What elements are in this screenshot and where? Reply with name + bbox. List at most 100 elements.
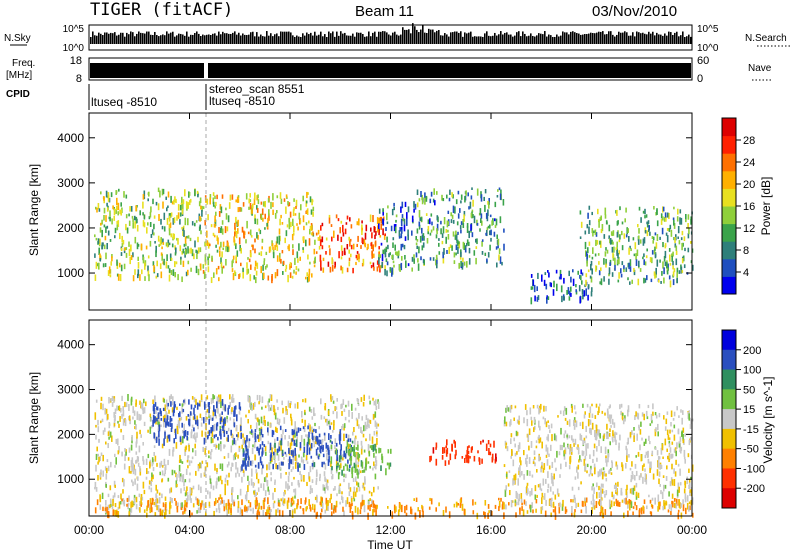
data-cell bbox=[233, 406, 236, 412]
data-cell bbox=[175, 198, 177, 204]
data-cell bbox=[461, 262, 464, 270]
data-cell bbox=[185, 416, 188, 421]
data-cell bbox=[291, 502, 294, 506]
data-cell bbox=[177, 502, 179, 507]
data-cell bbox=[355, 261, 357, 266]
data-cell bbox=[688, 501, 691, 505]
data-cell bbox=[258, 419, 260, 426]
nave-label: Nave bbox=[748, 63, 772, 74]
data-cell bbox=[130, 255, 133, 261]
data-cell bbox=[214, 223, 216, 228]
data-cell bbox=[586, 260, 588, 267]
data-cell bbox=[357, 507, 359, 515]
data-cell bbox=[591, 473, 593, 477]
data-cell bbox=[582, 450, 585, 455]
data-cell bbox=[375, 508, 377, 513]
x-tick-label: 00:00 bbox=[74, 523, 104, 537]
nsky-bar bbox=[606, 34, 608, 44]
data-cell bbox=[535, 440, 538, 443]
data-cell bbox=[635, 470, 638, 477]
data-cell bbox=[184, 431, 187, 435]
data-cell bbox=[261, 406, 263, 410]
data-cell bbox=[168, 215, 171, 222]
data-cell bbox=[113, 480, 116, 487]
data-cell bbox=[132, 218, 134, 223]
data-cell bbox=[95, 206, 97, 210]
data-cell bbox=[275, 509, 277, 517]
nsky-bar bbox=[394, 31, 396, 44]
data-cell bbox=[297, 499, 299, 506]
data-cell bbox=[373, 253, 375, 258]
colorbar-tick-label: 100 bbox=[743, 365, 761, 377]
colorbar-tick-label: -100 bbox=[743, 463, 765, 475]
data-cell bbox=[634, 501, 636, 506]
data-cell bbox=[220, 206, 223, 214]
data-cell bbox=[231, 260, 233, 268]
data-cell bbox=[606, 432, 608, 440]
data-cell bbox=[625, 445, 627, 451]
data-cell bbox=[182, 408, 185, 413]
data-cell bbox=[445, 445, 447, 449]
data-cell bbox=[483, 511, 485, 516]
nsky-bar bbox=[468, 32, 470, 44]
data-cell bbox=[305, 506, 307, 512]
data-cell bbox=[187, 260, 190, 265]
data-cell bbox=[461, 456, 464, 459]
data-cell bbox=[429, 232, 432, 236]
data-cell bbox=[247, 231, 250, 235]
nsky-bar bbox=[632, 32, 634, 44]
data-cell bbox=[363, 504, 366, 513]
data-cell bbox=[261, 441, 264, 446]
data-cell bbox=[599, 469, 601, 477]
data-cell bbox=[686, 495, 689, 502]
data-cell bbox=[115, 457, 117, 465]
data-cell bbox=[213, 444, 215, 447]
data-cell bbox=[107, 511, 109, 519]
data-cell bbox=[598, 270, 601, 276]
nsky-bar bbox=[630, 35, 632, 44]
data-cell bbox=[277, 454, 280, 461]
data-cell bbox=[364, 425, 367, 431]
data-cell bbox=[378, 257, 380, 265]
data-cell bbox=[604, 509, 607, 515]
colorbar-tick-label: 24 bbox=[743, 157, 755, 169]
data-cell bbox=[177, 204, 180, 211]
nsky-bar bbox=[512, 36, 514, 44]
data-cell bbox=[643, 237, 646, 244]
data-cell bbox=[567, 445, 570, 450]
data-cell bbox=[596, 457, 598, 462]
data-cell bbox=[165, 417, 167, 425]
data-cell bbox=[688, 227, 690, 235]
data-cell bbox=[483, 196, 485, 202]
data-cell bbox=[193, 397, 196, 403]
data-cell bbox=[354, 505, 357, 513]
data-cell bbox=[652, 236, 655, 241]
data-cell bbox=[305, 222, 308, 226]
data-cell bbox=[365, 438, 367, 442]
data-cell bbox=[339, 227, 341, 234]
data-cell bbox=[198, 403, 201, 407]
data-cell bbox=[290, 497, 293, 503]
data-cell bbox=[376, 217, 379, 225]
cpid-entry-1: ltuseq -8510 bbox=[91, 95, 157, 109]
data-cell bbox=[501, 504, 504, 510]
data-cell bbox=[404, 255, 406, 260]
data-cell bbox=[587, 443, 589, 449]
data-cell bbox=[576, 446, 578, 450]
data-cell bbox=[302, 508, 305, 515]
data-cell bbox=[372, 500, 375, 508]
data-cell bbox=[297, 462, 299, 469]
data-cell bbox=[671, 255, 673, 262]
data-cell bbox=[219, 250, 221, 257]
data-cell bbox=[242, 460, 244, 467]
data-cell bbox=[297, 465, 299, 472]
data-cell bbox=[210, 482, 212, 489]
data-cell bbox=[591, 211, 593, 216]
data-cell bbox=[279, 425, 282, 431]
nsky-bar bbox=[506, 32, 508, 44]
data-cell bbox=[139, 400, 141, 405]
data-cell bbox=[161, 465, 164, 468]
data-cell bbox=[239, 207, 241, 212]
data-cell bbox=[683, 264, 686, 269]
data-cell bbox=[484, 252, 487, 257]
